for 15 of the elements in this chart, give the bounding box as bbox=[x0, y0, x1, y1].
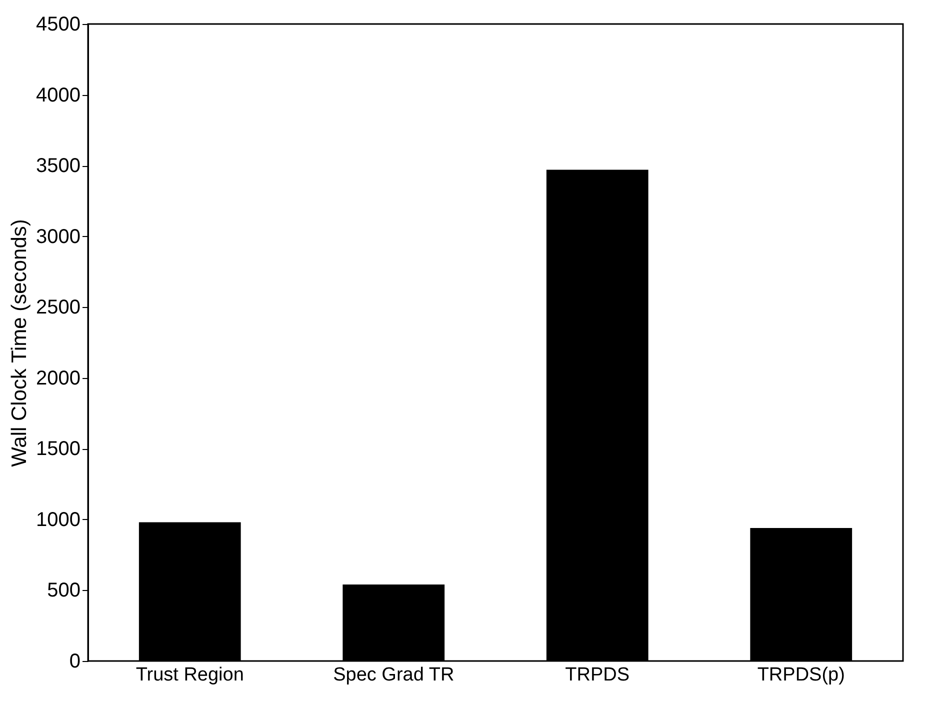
y-tick-label: 2500 bbox=[36, 296, 80, 319]
x-tick-label: Spec Grad TR bbox=[333, 664, 454, 686]
y-tick-label: 1500 bbox=[36, 438, 80, 460]
y-tick-label: 0 bbox=[69, 650, 80, 672]
y-tick-label: 3500 bbox=[36, 155, 80, 178]
x-tick-label: TRPDS bbox=[565, 664, 630, 686]
y-tick-label: 2000 bbox=[36, 367, 80, 390]
x-tick-label: Trust Region bbox=[136, 664, 244, 686]
y-tick-label: 4500 bbox=[36, 14, 80, 36]
y-tick-label: 3000 bbox=[36, 226, 80, 248]
y-tick-label: 500 bbox=[47, 580, 80, 602]
y-tick-label: 4000 bbox=[36, 84, 80, 106]
y-tick-label: 1000 bbox=[36, 508, 80, 531]
x-tick-label: TRPDS(p) bbox=[757, 664, 845, 686]
y-axis-title: Wall Clock Time (seconds) bbox=[8, 219, 32, 467]
